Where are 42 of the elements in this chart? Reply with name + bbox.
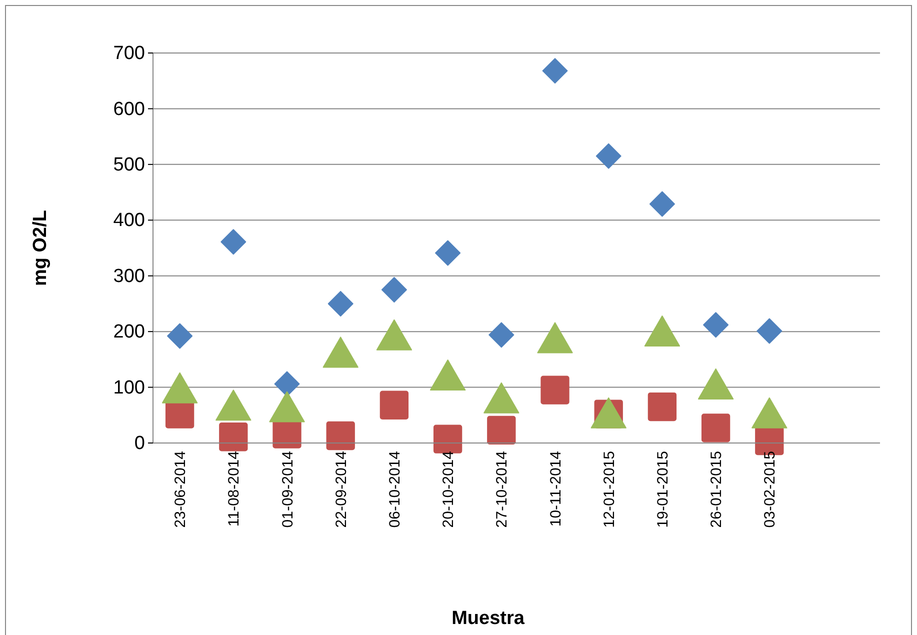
x-tick-label: 27-10-2014: [494, 451, 511, 528]
y-tick-label: 0: [134, 433, 145, 454]
point: [328, 290, 354, 316]
point: [220, 229, 246, 255]
point: [274, 371, 300, 397]
point: [649, 191, 675, 217]
point: [540, 376, 570, 404]
point: [326, 421, 355, 450]
point: [701, 414, 730, 442]
point: [596, 143, 622, 169]
x-tick-label: 01-09-2014: [279, 451, 296, 528]
point: [433, 424, 462, 454]
point: [648, 392, 677, 422]
point: [542, 58, 568, 84]
x-tick-label: 03-02-2015: [762, 451, 779, 528]
point: [381, 277, 407, 303]
point: [756, 318, 782, 344]
y-tick-label: 700: [113, 43, 145, 64]
point: [219, 422, 248, 452]
x-tick-label: 10-11-2014: [547, 451, 564, 527]
y-tick-label: 400: [113, 210, 145, 232]
point: [488, 322, 514, 348]
y-tick-label: 600: [113, 98, 145, 120]
point: [487, 416, 516, 445]
x-tick-label: 12-01-2015: [600, 451, 618, 528]
x-tick-label: 22-09-2014: [332, 451, 350, 528]
x-tick-label: 06-10-2014: [386, 451, 404, 528]
x-tick-label: 26-01-2015: [708, 451, 726, 528]
point: [703, 312, 729, 338]
point: [167, 323, 193, 349]
x-tick-label: 19-01-2015: [654, 451, 672, 528]
x-tick-label: 11-08-2014: [226, 451, 243, 527]
point: [435, 240, 461, 266]
x-tick-label: 20-10-2014: [440, 451, 458, 528]
y-tick-label: 500: [113, 154, 145, 176]
y-tick-label: 300: [113, 266, 145, 287]
x-axis-title: Muestra: [452, 608, 525, 629]
x-tick-label: 23-06-2014: [172, 451, 190, 528]
y-tick-label: 100: [113, 377, 145, 398]
y-axis-title: mg O2/L: [30, 210, 51, 286]
y-tick-label: 200: [113, 322, 145, 343]
point: [380, 390, 409, 420]
